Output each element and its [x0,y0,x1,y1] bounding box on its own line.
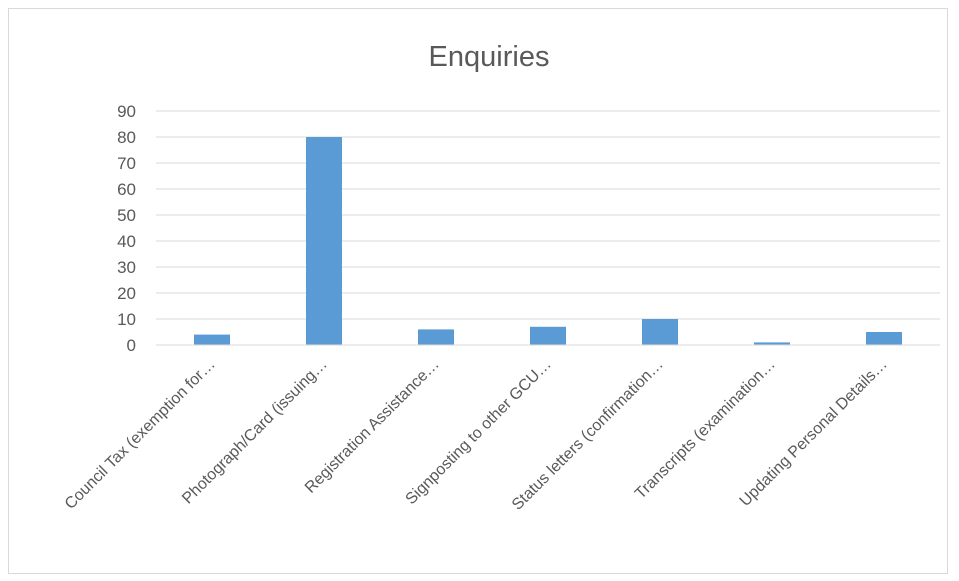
y-tick-label: 50 [117,206,136,225]
y-tick-label: 70 [117,154,136,173]
y-tick-label: 30 [117,258,136,277]
chart-frame [8,8,948,574]
bar [866,332,902,345]
bar [306,137,342,345]
bar [194,334,230,345]
y-axis-ticks: 0 10 20 30 40 50 60 70 80 90 [117,102,136,355]
y-tick-label: 90 [117,102,136,121]
bars [194,137,902,345]
y-tick-label: 80 [117,128,136,147]
x-axis-categories: Council Tax (exemption for…Photograph/Ca… [62,356,891,514]
y-tick-label: 60 [117,180,136,199]
bar [418,329,454,345]
y-tick-label: 0 [127,336,136,355]
bar [530,326,566,345]
y-tick-label: 40 [117,232,136,251]
y-tick-label: 20 [117,284,136,303]
chart-title: Enquiries [429,41,550,73]
bar [754,342,790,345]
gridlines [156,110,940,320]
bar [642,319,678,345]
y-tick-label: 10 [117,310,136,329]
